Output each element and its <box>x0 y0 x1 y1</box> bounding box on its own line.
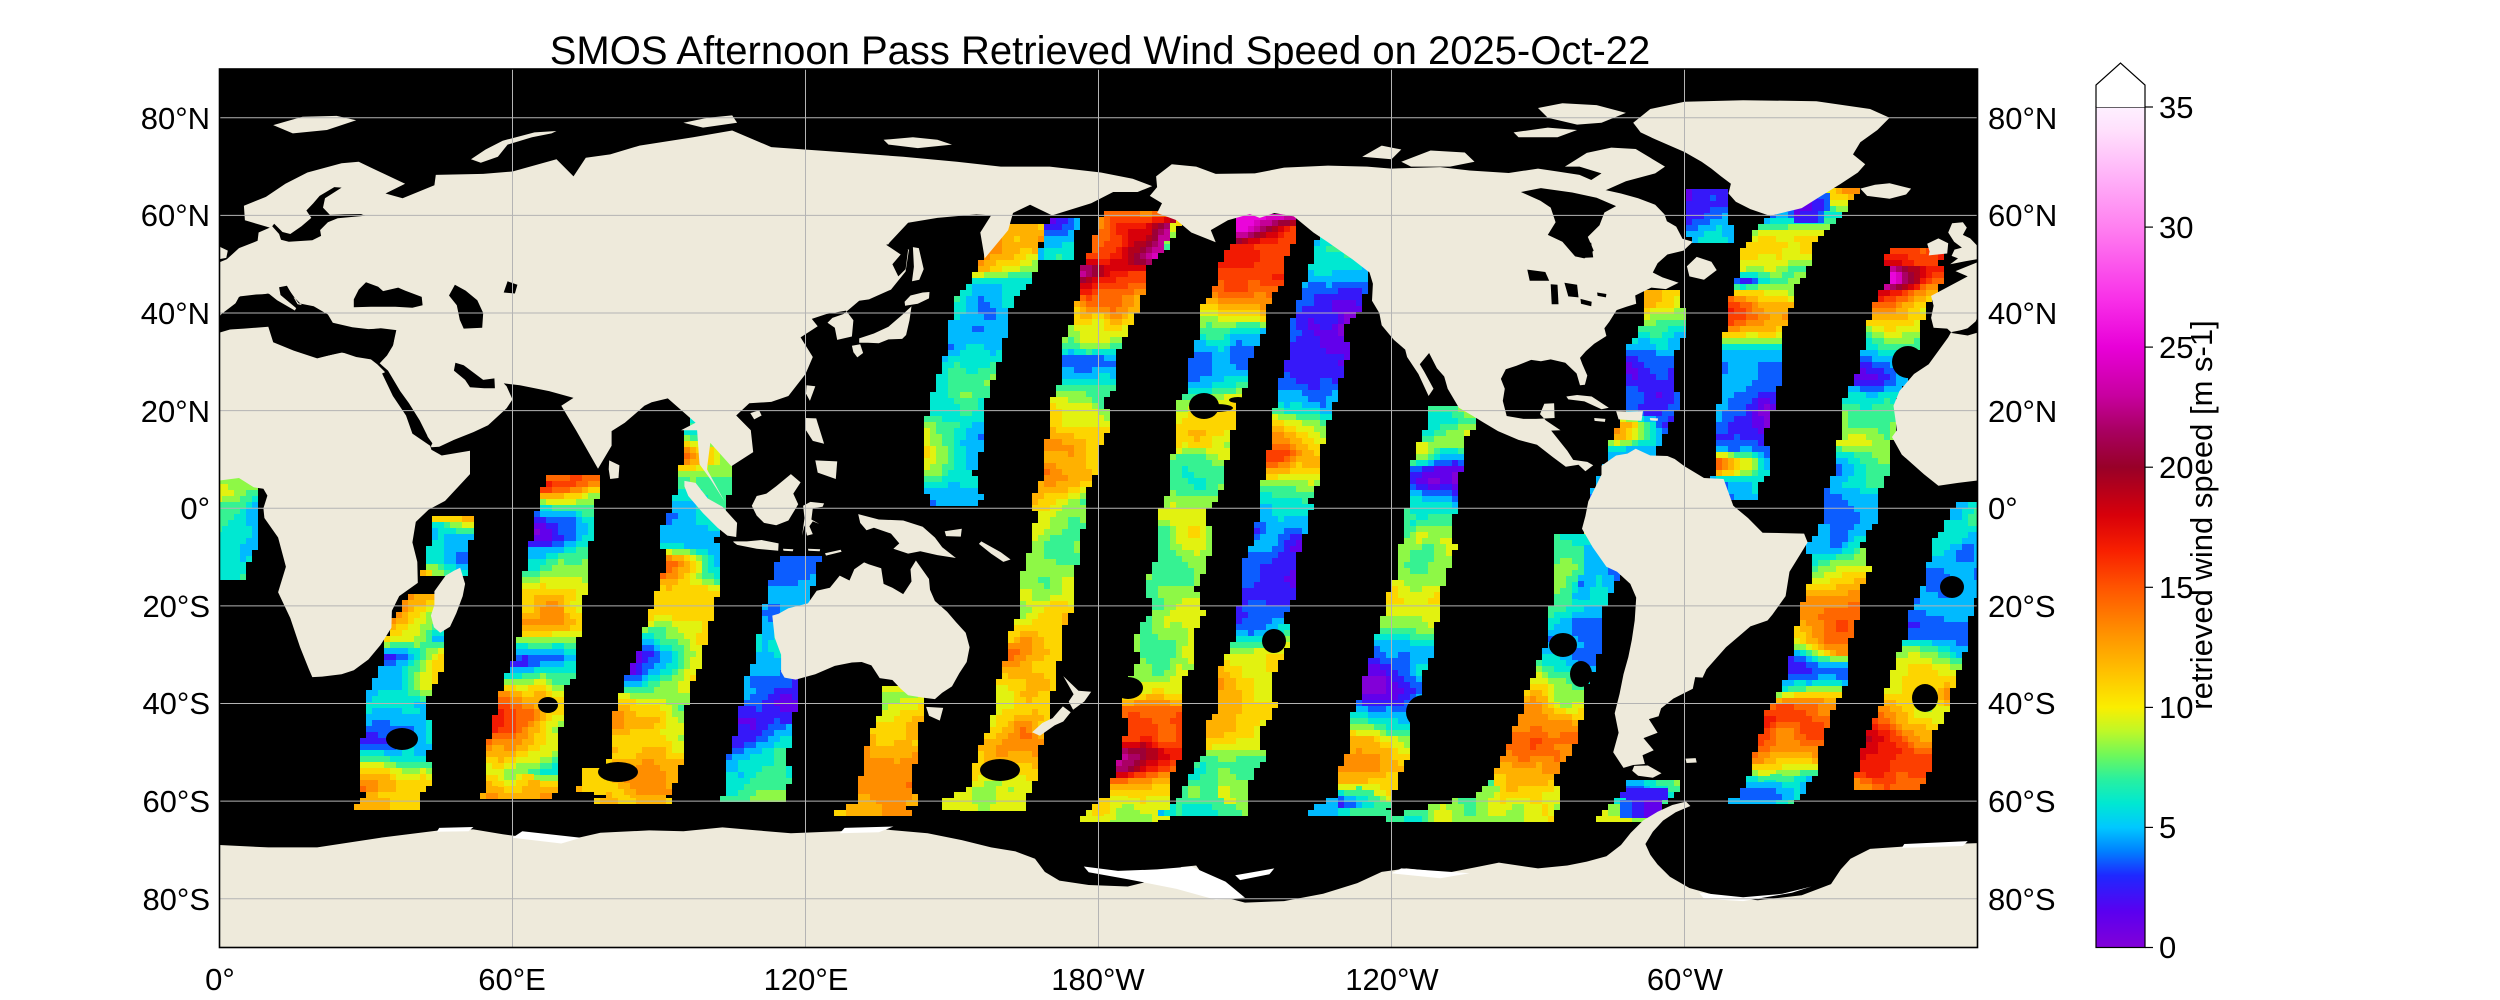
svg-text:30: 30 <box>2159 210 2193 245</box>
svg-text:120°E: 120°E <box>764 962 849 997</box>
svg-text:20°S: 20°S <box>142 589 210 624</box>
svg-text:10: 10 <box>2159 690 2193 725</box>
svg-text:SMOS Afternoon Pass Retrieved: SMOS Afternoon Pass Retrieved Wind Speed… <box>550 29 1651 73</box>
svg-text:20: 20 <box>2159 450 2193 485</box>
svg-text:0°: 0° <box>180 491 210 526</box>
svg-text:0: 0 <box>2159 930 2176 965</box>
svg-text:60°S: 60°S <box>142 784 210 819</box>
svg-text:80°N: 80°N <box>1988 101 2057 136</box>
svg-text:retrieved wind speed [m s-1]: retrieved wind speed [m s-1] <box>2184 320 2219 709</box>
svg-text:60°W: 60°W <box>1647 962 1724 997</box>
svg-text:25: 25 <box>2159 330 2193 365</box>
svg-text:80°S: 80°S <box>142 882 210 917</box>
svg-text:60°N: 60°N <box>1988 198 2057 233</box>
svg-text:40°S: 40°S <box>1988 686 2056 721</box>
svg-text:40°N: 40°N <box>1988 296 2057 331</box>
svg-text:60°S: 60°S <box>1988 784 2056 819</box>
svg-text:60°E: 60°E <box>478 962 546 997</box>
svg-text:0°: 0° <box>205 962 235 997</box>
svg-text:15: 15 <box>2159 570 2193 605</box>
svg-text:0°: 0° <box>1988 491 2018 526</box>
svg-text:80°S: 80°S <box>1988 882 2056 917</box>
svg-text:20°S: 20°S <box>1988 589 2056 624</box>
svg-text:180°W: 180°W <box>1051 962 1145 997</box>
svg-text:5: 5 <box>2159 810 2176 845</box>
svg-text:80°N: 80°N <box>141 101 210 136</box>
svg-text:60°N: 60°N <box>141 198 210 233</box>
svg-text:20°N: 20°N <box>141 394 210 429</box>
svg-text:35: 35 <box>2159 90 2193 125</box>
svg-text:120°W: 120°W <box>1345 962 1439 997</box>
svg-text:40°N: 40°N <box>141 296 210 331</box>
svg-text:20°N: 20°N <box>1988 394 2057 429</box>
svg-text:40°S: 40°S <box>142 686 210 721</box>
